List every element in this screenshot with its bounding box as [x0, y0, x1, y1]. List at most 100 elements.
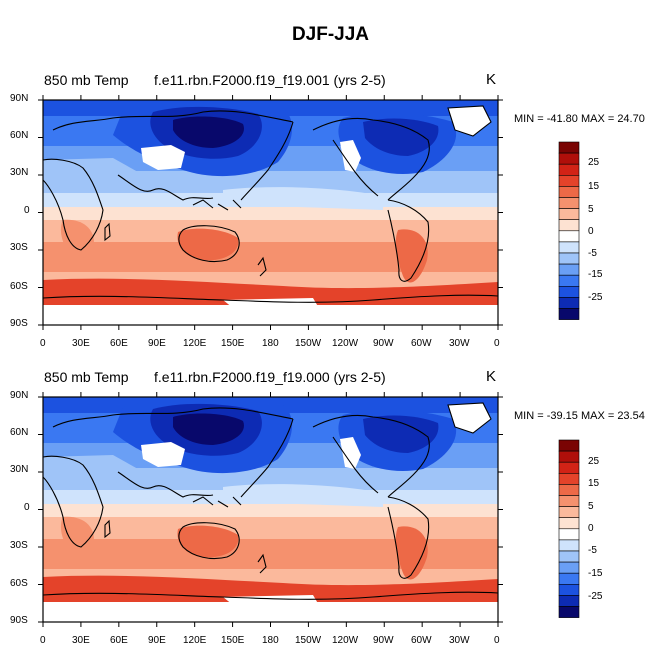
p1-lon-label: 30E — [72, 338, 90, 349]
panel1-minmax: MIN = -41.80 MAX = 24.70 — [514, 113, 645, 125]
p2-colorbar-label: 15 — [588, 478, 600, 489]
p2-lat-label: 0 — [24, 502, 30, 513]
p1-lon-label: 90W — [373, 338, 394, 349]
p2-colorbar-label: -25 — [588, 591, 603, 602]
colorbar-swatch — [558, 186, 580, 198]
colorbar-swatch — [558, 461, 580, 474]
p1-lat-label: 60S — [10, 281, 28, 292]
colorbar-swatch — [558, 230, 580, 243]
p2-lon-label: 90W — [373, 635, 394, 646]
p2-colorbar-label: 0 — [588, 523, 594, 534]
p1-colorbar-label: -15 — [588, 269, 603, 280]
p1-lon-label: 0 — [40, 338, 46, 349]
p2-lon-label: 120E — [183, 635, 207, 646]
panel1-variable: 850 mb Temp — [44, 72, 129, 88]
colorbar-swatch — [558, 528, 580, 541]
p2-lat-label: 30S — [10, 540, 28, 551]
colorbar-swatch — [558, 308, 580, 320]
panel1-case: f.e11.rbn.F2000.f19_f19.001 (yrs 2-5) — [154, 72, 386, 88]
p1-lon-label: 60E — [110, 338, 128, 349]
p2-lon-label: 120W — [332, 635, 359, 646]
p2-colorbar-label: 5 — [588, 501, 594, 512]
panel2-colorbar — [558, 439, 580, 618]
colorbar-swatch — [558, 572, 580, 585]
p1-lon-label: 60W — [411, 338, 432, 349]
panel2-units: K — [486, 368, 497, 385]
p1-lon-label: 30W — [449, 338, 470, 349]
colorbar-swatch — [558, 539, 580, 552]
p2-lon-label: 180 — [262, 635, 279, 646]
colorbar-swatch — [558, 606, 580, 618]
p2-lat-label: 90S — [10, 615, 28, 626]
colorbar-swatch — [558, 175, 580, 187]
p2-lat-label: 60N — [10, 427, 29, 438]
colorbar-swatch — [558, 506, 580, 519]
p2-lon-label: 0 — [40, 635, 46, 646]
p2-lat-label: 90N — [10, 390, 29, 401]
p2-colorbar-label: -5 — [588, 545, 597, 556]
p1-colorbar-label: 5 — [588, 204, 594, 215]
colorbar-swatch — [558, 152, 580, 165]
panel2-minmax: MIN = -39.15 MAX = 23.54 — [514, 410, 645, 422]
p2-lat-label: 60S — [10, 578, 28, 589]
p1-lat-label: 90S — [10, 318, 28, 329]
colorbar-swatch — [558, 450, 580, 463]
colorbar-swatch — [558, 219, 580, 232]
p2-lon-label: 90E — [148, 635, 166, 646]
colorbar-swatch — [558, 495, 580, 507]
colorbar-swatch — [558, 297, 580, 309]
p1-lat-label: 90N — [10, 93, 29, 104]
p1-lon-label: 150W — [295, 338, 322, 349]
colorbar-swatch — [558, 595, 580, 607]
p1-lat-label: 30N — [10, 167, 29, 178]
panel2-map — [43, 397, 498, 622]
p1-colorbar-label: 0 — [588, 226, 594, 237]
p2-lon-label: 150E — [221, 635, 245, 646]
figure-title: DJF-JJA — [291, 24, 370, 45]
p1-lat-label: 0 — [24, 205, 30, 216]
p1-lon-label: 150E — [221, 338, 245, 349]
p1-colorbar-label: -5 — [588, 248, 597, 259]
colorbar-swatch — [558, 274, 580, 287]
colorbar-swatch — [558, 583, 580, 596]
p1-lon-label: 120W — [332, 338, 359, 349]
panel1-map — [43, 100, 498, 325]
p1-lon-label: 180 — [262, 338, 279, 349]
axis-ticks — [38, 95, 503, 627]
colorbar-swatch — [558, 472, 580, 485]
p1-lat-label: 60N — [10, 130, 29, 141]
colorbar-swatch — [558, 517, 580, 530]
colorbar-swatch — [558, 285, 580, 298]
p1-colorbar-label: 25 — [588, 157, 600, 168]
colorbar-swatch — [558, 252, 580, 265]
p2-lon-label: 0 — [494, 635, 500, 646]
panel2-variable: 850 mb Temp — [44, 369, 129, 385]
p1-lat-label: 30S — [10, 242, 28, 253]
p2-colorbar-label: 25 — [588, 456, 600, 467]
colorbar-swatch — [558, 163, 580, 176]
colorbar-swatch — [558, 550, 580, 563]
p2-lon-label: 30W — [449, 635, 470, 646]
panel2-case: f.e11.rbn.F2000.f19_f19.000 (yrs 2-5) — [154, 369, 386, 385]
colorbar-swatch — [558, 561, 580, 574]
panel1-colorbar — [558, 141, 580, 320]
panel1-units: K — [486, 71, 497, 88]
colorbar-swatch — [558, 439, 580, 452]
p2-lon-label: 60W — [411, 635, 432, 646]
p2-lon-label: 60E — [110, 635, 128, 646]
p2-lon-label: 150W — [295, 635, 322, 646]
colorbar-swatch — [558, 263, 580, 276]
p2-colorbar-label: -15 — [588, 568, 603, 579]
p1-lon-label: 90E — [148, 338, 166, 349]
p1-lon-label: 120E — [183, 338, 207, 349]
colorbar-swatch — [558, 241, 580, 254]
p2-lon-label: 30E — [72, 635, 90, 646]
p1-colorbar-label: 15 — [588, 181, 600, 192]
p2-lat-label: 30N — [10, 464, 29, 475]
colorbar-swatch — [558, 484, 580, 496]
p1-lon-label: 0 — [494, 338, 500, 349]
colorbar-swatch — [558, 141, 580, 154]
colorbar-swatch — [558, 208, 580, 221]
colorbar-swatch — [558, 197, 580, 209]
